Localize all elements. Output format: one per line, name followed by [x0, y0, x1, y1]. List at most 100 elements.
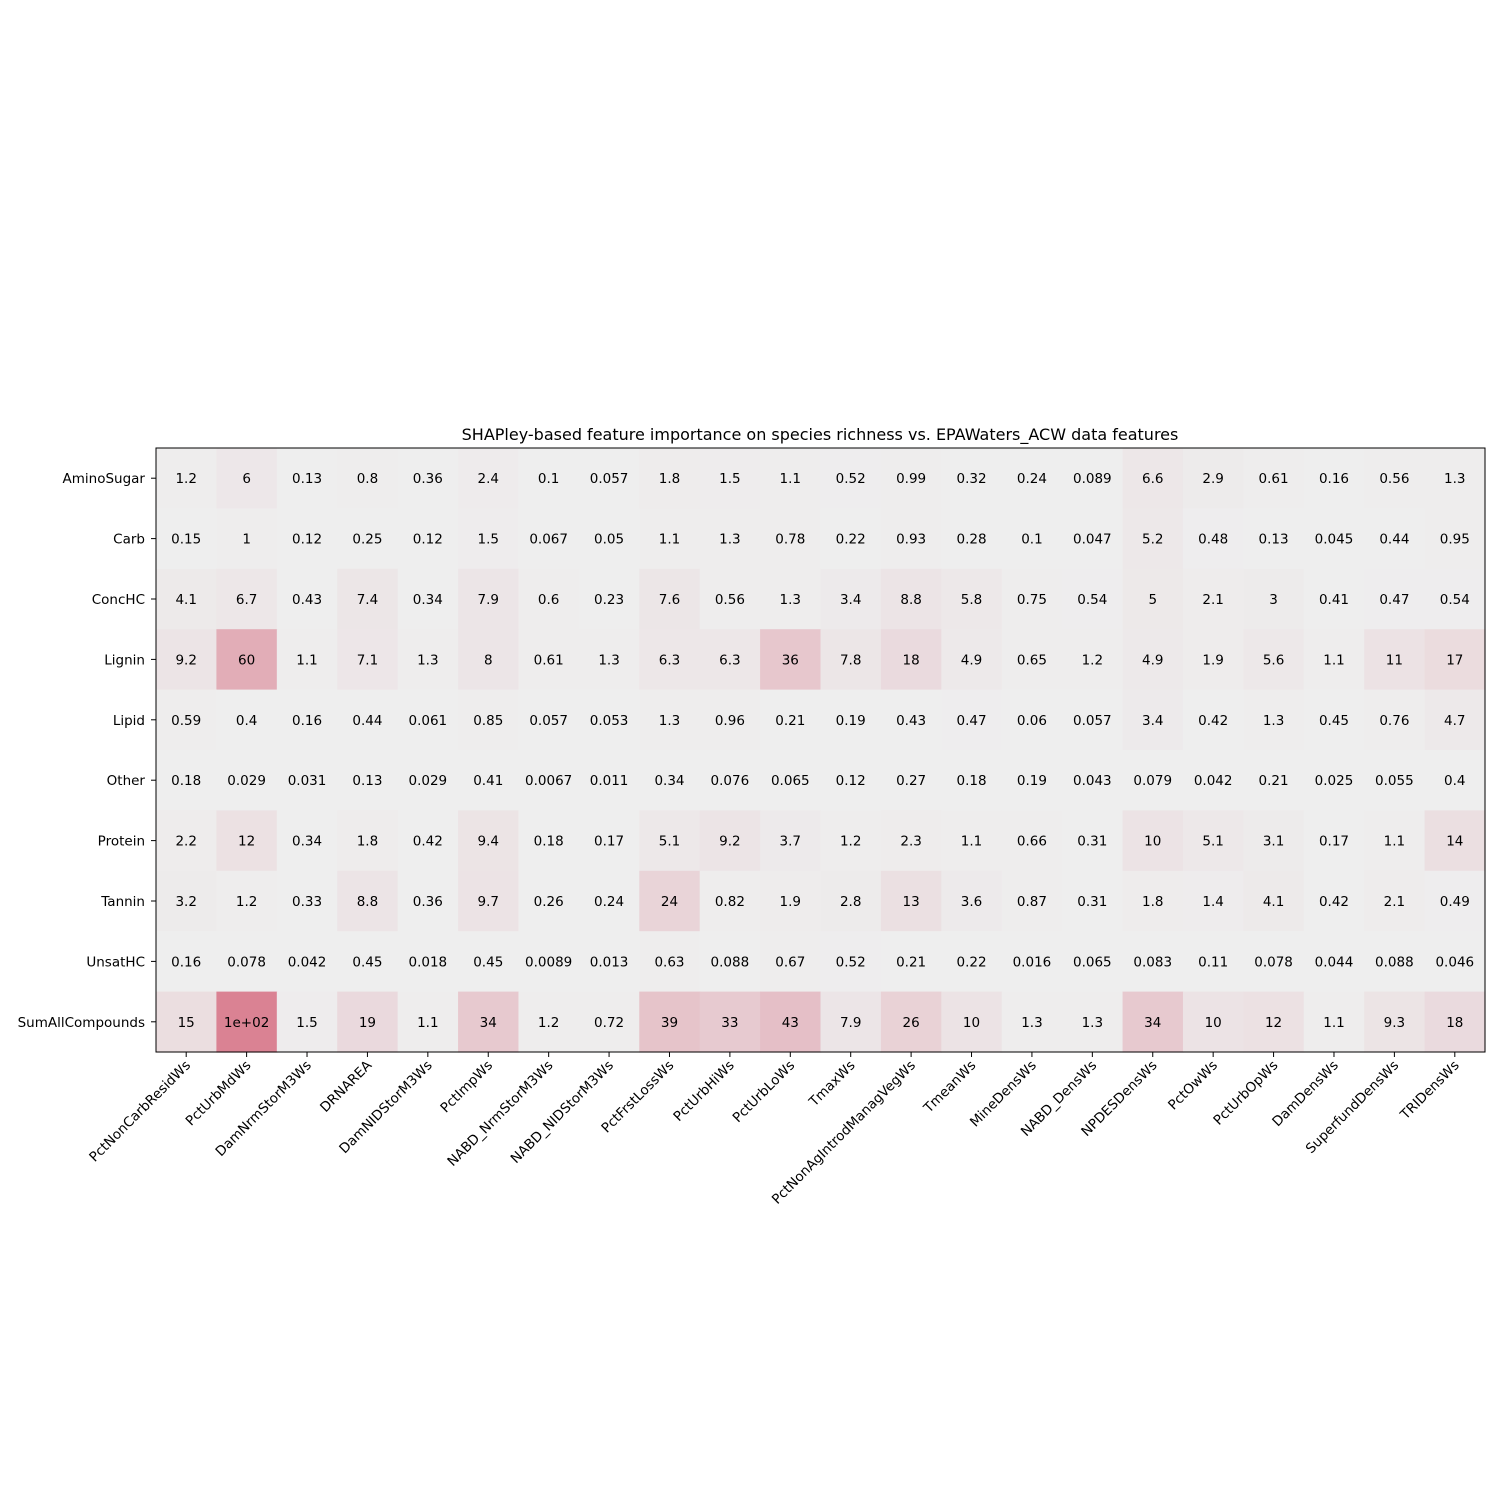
heatmap-cell: [1122, 870, 1184, 932]
cell-value-label: 0.046: [1435, 954, 1474, 970]
heatmap-cell: [337, 568, 399, 630]
heatmap-cell: [1243, 568, 1305, 630]
heatmap-cell: [216, 750, 278, 811]
heatmap-cell: [276, 689, 338, 751]
cell-value-label: 0.088: [1375, 954, 1414, 970]
heatmap-cell: [276, 870, 338, 932]
heatmap-cell: [880, 689, 942, 751]
cell-value-label: 5: [1148, 592, 1157, 608]
x-tick-label: NABD_NIDStorM3Ws: [508, 1058, 617, 1167]
cell-value-label: 0.72: [594, 1015, 624, 1031]
cell-value-label: 0.45: [473, 954, 503, 970]
heatmap-cell: [397, 810, 459, 872]
cell-value-label: 0.27: [896, 773, 926, 789]
heatmap-cell: [156, 689, 218, 751]
heatmap-cell: [1122, 448, 1184, 509]
cell-value-label: 15: [178, 1015, 195, 1031]
cell-value-label: 5.8: [961, 592, 982, 608]
heatmap-cell: [1364, 689, 1426, 751]
cell-value-label: 0.083: [1133, 954, 1172, 970]
heatmap-cell: [1303, 750, 1365, 811]
cell-value-label: 0.42: [1198, 713, 1228, 729]
heatmap-cell: [760, 568, 822, 630]
cell-value-label: 0.045: [1315, 532, 1354, 548]
heatmap-cell: [820, 629, 882, 691]
cell-value-label: 19: [359, 1015, 376, 1031]
heatmap-cell: [1062, 870, 1124, 932]
heatmap-cell: [518, 750, 580, 811]
heatmap-cell: [1424, 991, 1486, 1053]
cell-value-label: 0.053: [590, 713, 629, 729]
heatmap-cell: [1001, 508, 1063, 570]
heatmap-cell: [699, 568, 761, 630]
heatmap-cell: [1243, 448, 1305, 509]
heatmap-cell: [397, 508, 459, 570]
heatmap-cell: [578, 750, 640, 811]
heatmap-cell: [578, 629, 640, 691]
y-tick-label: Lignin: [104, 652, 145, 668]
heatmap-cell: [337, 508, 399, 570]
cell-value-label: 2.2: [175, 834, 196, 850]
cell-value-label: 9.4: [478, 834, 499, 850]
cell-value-label: 0.016: [1013, 954, 1052, 970]
heatmap-cell: [760, 810, 822, 872]
cell-value-label: 1.2: [1082, 652, 1103, 668]
cell-value-label: 0.32: [956, 471, 986, 487]
heatmap-cell: [1001, 448, 1063, 509]
cell-value-label: 0.4: [236, 713, 257, 729]
cell-value-label: 10: [1205, 1015, 1222, 1031]
cell-value-label: 6.3: [659, 652, 680, 668]
heatmap-cell: [880, 991, 942, 1053]
cell-value-label: 0.59: [171, 713, 201, 729]
heatmap-cell: [337, 629, 399, 691]
heatmap-cell: [941, 629, 1003, 691]
heatmap-cell: [397, 750, 459, 811]
cell-value-label: 0.61: [1259, 471, 1289, 487]
cell-value-label: 0.1: [538, 471, 559, 487]
heatmap-cell: [1364, 629, 1426, 691]
cell-value-label: 0.13: [1259, 532, 1289, 548]
cell-value-label: 0.21: [775, 713, 805, 729]
heatmap-cell: [880, 508, 942, 570]
heatmap-cell: [699, 991, 761, 1053]
heatmap-cell: [216, 568, 278, 630]
cell-value-label: 18: [1446, 1015, 1463, 1031]
cell-value-label: 0.67: [775, 954, 805, 970]
heatmap-cell: [880, 750, 942, 811]
heatmap-cell: [1122, 931, 1184, 993]
cell-value-label: 0.076: [711, 773, 750, 789]
heatmap-cell: [1243, 810, 1305, 872]
cell-value-label: 0.044: [1315, 954, 1354, 970]
cell-value-label: 1.2: [538, 1015, 559, 1031]
cell-value-label: 0.13: [352, 773, 382, 789]
cell-value-label: 2.1: [1384, 894, 1405, 910]
heatmap-cell: [1001, 629, 1063, 691]
heatmap-cell: [1122, 750, 1184, 811]
heatmap-cell: [458, 508, 520, 570]
heatmap-cell: [216, 448, 278, 509]
heatmap-cell: [458, 991, 520, 1053]
cell-value-label: 0.12: [292, 532, 322, 548]
heatmap-cell: [699, 931, 761, 993]
x-tick-label: NABD_NrmStorM3Ws: [444, 1058, 556, 1170]
heatmap-cell: [337, 870, 399, 932]
cell-value-label: 1e+02: [224, 1015, 269, 1031]
cell-value-label: 3.7: [780, 834, 801, 850]
cell-value-label: 1.1: [1323, 1015, 1344, 1031]
cell-value-label: 1.1: [417, 1015, 438, 1031]
cell-value-label: 0.45: [352, 954, 382, 970]
heatmap-cell: [1424, 750, 1486, 811]
cell-value-label: 0.34: [654, 773, 684, 789]
heatmap-cell: [156, 931, 218, 993]
heatmap-cell: [458, 568, 520, 630]
cell-value-label: 0.047: [1073, 532, 1112, 548]
heatmap-cell: [639, 508, 701, 570]
heatmap-cell: [397, 689, 459, 751]
cell-value-label: 3.2: [175, 894, 196, 910]
cell-value-label: 3.6: [961, 894, 982, 910]
heatmap-cell: [518, 991, 580, 1053]
cell-value-label: 0.31: [1077, 834, 1107, 850]
cell-value-label: 6.7: [236, 592, 257, 608]
heatmap-cell: [1243, 750, 1305, 811]
heatmap-cell: [820, 810, 882, 872]
